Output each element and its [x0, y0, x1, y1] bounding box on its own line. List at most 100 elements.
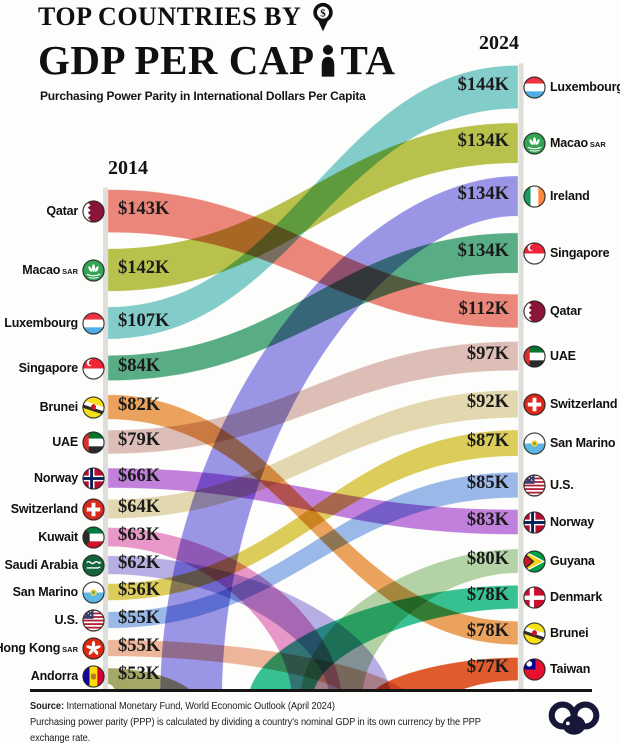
left-node-norway: Norway — [0, 466, 105, 490]
flag-guyana-icon — [523, 549, 546, 573]
left-value-brunei: $82K — [118, 395, 161, 415]
page-title: GDP PER CAP TA — [38, 37, 396, 85]
country-label: Guyana — [550, 554, 595, 568]
right-node-switzerland: Switzerland — [523, 392, 620, 416]
flag-macao-icon — [523, 131, 546, 155]
right-node-ireland: Ireland — [523, 184, 620, 208]
left-node-uae: UAE — [0, 430, 105, 454]
flag-brunei-icon — [523, 621, 546, 645]
country-label: Taiwan — [550, 662, 591, 676]
country-label: Kuwait — [38, 530, 78, 544]
flow-luxembourg — [107, 65, 519, 340]
left-node-kuwait: Kuwait — [0, 525, 105, 549]
left-node-brunei: Brunei — [0, 395, 105, 419]
flag-saudi-arabia-icon — [82, 553, 105, 577]
country-label: Norway — [550, 515, 594, 529]
country-label: U.S. — [550, 478, 574, 492]
country-label: Saudi Arabia — [4, 558, 78, 572]
right-node-u-s-: U.S. — [523, 473, 620, 497]
country-label: Brunei — [39, 400, 79, 414]
left-value-u-s-: $55K — [118, 608, 161, 628]
map-pin-dollar-icon: $ — [309, 2, 337, 40]
country-label: Hong Kong SAR — [0, 641, 78, 655]
left-value-san-marino: $56K — [118, 580, 161, 600]
source-label: Source: — [30, 701, 64, 712]
right-value-u-s-: $85K — [466, 473, 509, 493]
flow-ireland-enter — [159, 175, 519, 690]
right-value-norway: $83K — [466, 510, 509, 530]
right-node-uae: UAE — [523, 344, 620, 368]
left-node-andorra: Andorra — [0, 664, 105, 688]
flag-ireland-icon — [523, 184, 546, 208]
right-value-guyana: $80K — [466, 549, 509, 569]
country-label: Andorra — [30, 669, 78, 683]
flag-norway-icon — [523, 510, 546, 534]
flag-qatar-icon — [523, 299, 546, 323]
right-node-singapore: Singapore — [523, 241, 620, 265]
country-label: UAE — [550, 349, 576, 363]
flag-denmark-icon — [523, 585, 546, 609]
flag-us-icon — [523, 473, 546, 497]
footer-note: Purchasing power parity (PPP) is calcula… — [30, 717, 481, 743]
country-label: Singapore — [18, 361, 79, 375]
flow-denmark-enter — [249, 584, 519, 690]
flag-norway-icon — [82, 466, 105, 490]
country-label: Qatar — [46, 204, 78, 218]
flag-switzerland-icon — [523, 392, 546, 416]
flag-kuwait-icon — [82, 525, 105, 549]
left-node-luxembourg: Luxembourg — [0, 311, 105, 335]
right-node-brunei: Brunei — [523, 621, 620, 645]
flag-san-marino-icon — [82, 580, 105, 604]
left-value-hong-kong: $55K — [118, 636, 161, 656]
right-value-taiwan: $77K — [466, 657, 509, 677]
right-value-uae: $97K — [466, 344, 509, 364]
right-value-qatar: $112K — [458, 299, 509, 319]
country-label: U.S. — [54, 613, 78, 627]
right-axis-bar — [518, 63, 524, 690]
flag-hong-kong-icon — [82, 636, 105, 660]
right-value-singapore: $134K — [457, 241, 509, 261]
country-label: Macao SAR — [550, 136, 606, 150]
right-node-norway: Norway — [523, 510, 620, 534]
left-value-singapore: $84K — [118, 356, 161, 376]
right-node-san-marino: San Marino — [523, 431, 620, 455]
flag-qatar-icon — [82, 199, 105, 223]
left-node-switzerland: Switzerland — [0, 497, 105, 521]
flag-singapore-icon — [523, 241, 546, 265]
country-label: Switzerland — [10, 502, 78, 516]
country-label: San Marino — [550, 436, 616, 450]
country-label: Norway — [34, 471, 78, 485]
source-text: International Monetary Fund, World Econo… — [63, 701, 335, 712]
country-label: Luxembourg — [4, 316, 78, 330]
left-node-macao: Macao SAR — [0, 258, 105, 282]
year-label-2014: 2014 — [108, 157, 148, 179]
right-node-luxembourg: Luxembourg — [523, 75, 620, 99]
flag-andorra-icon — [82, 664, 105, 688]
country-label: Singapore — [550, 246, 610, 260]
right-value-ireland: $134K — [457, 184, 509, 204]
voronoi-visual-capitalist-logo — [546, 699, 602, 743]
country-label: Qatar — [550, 304, 582, 318]
country-label: Denmark — [550, 590, 603, 604]
bottom-rule — [30, 689, 592, 692]
left-node-hong-kong: Hong Kong SAR — [0, 636, 105, 660]
country-label: Macao SAR — [22, 263, 78, 277]
country-label: San Marino — [12, 585, 79, 599]
left-value-switzerland: $64K — [118, 497, 161, 517]
left-axis-bar — [103, 187, 108, 690]
right-value-luxembourg: $144K — [457, 75, 509, 95]
left-node-san-marino: San Marino — [0, 580, 105, 604]
left-value-uae: $79K — [118, 430, 161, 450]
header: TOP COUNTRIES BY $ GDP PER CAP TA Purchas… — [38, 2, 395, 103]
year-label-2024: 2024 — [479, 32, 519, 54]
right-value-macao: $134K — [457, 131, 509, 151]
flag-luxembourg-icon — [523, 75, 546, 99]
country-label: Switzerland — [550, 397, 618, 411]
subtitle: Purchasing Power Parity in International… — [40, 89, 366, 103]
flag-san-marino-icon — [523, 431, 546, 455]
left-value-kuwait: $63K — [118, 525, 161, 545]
person-icon — [316, 41, 340, 85]
flow-san-marino — [107, 429, 519, 601]
country-label: Luxembourg — [550, 80, 620, 94]
